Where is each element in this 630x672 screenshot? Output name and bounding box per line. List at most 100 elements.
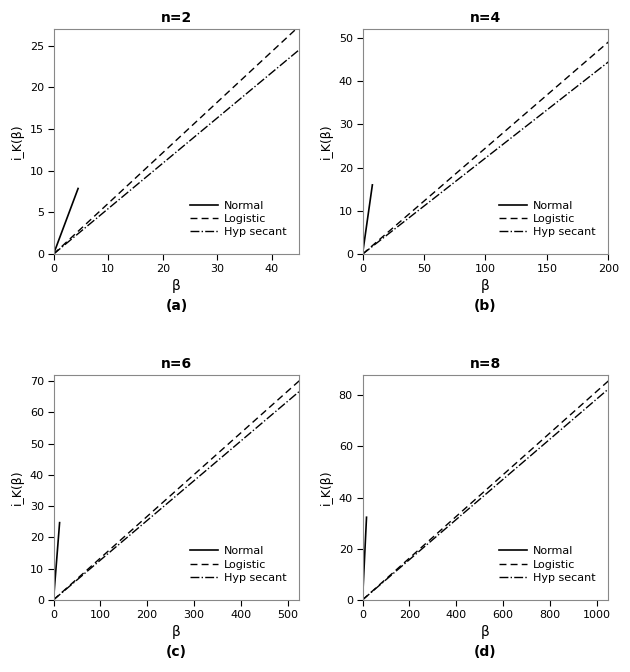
Logistic [183,127,190,135]
Text: (a): (a) [165,299,188,313]
Line: Logistic: Logistic [54,381,299,600]
Normal [363,513,370,521]
Title: n=4: n=4 [470,11,501,25]
Logistic [598,382,606,390]
Logistic [598,43,606,51]
Title: n=8: n=8 [470,357,501,371]
Normal [361,553,369,561]
Hyp secant [290,50,297,58]
Normal [362,520,370,528]
Normal [358,596,366,604]
Normal [50,250,57,258]
Normal [55,235,63,243]
Normal [72,190,80,198]
Normal [53,556,60,564]
Logistic [505,124,513,132]
Hyp secant [605,58,612,66]
Line: Hyp secant: Hyp secant [362,62,609,254]
Line: Hyp secant: Hyp secant [54,391,299,600]
Hyp secant [492,482,500,490]
Normal [364,214,371,222]
Normal [51,578,59,586]
Logistic [290,382,297,390]
Line: Normal: Normal [54,523,60,600]
Hyp secant [477,495,484,503]
Logistic [492,135,500,143]
Normal [360,580,367,588]
Title: n=6: n=6 [161,357,192,371]
Y-axis label: i_K(β): i_K(β) [320,470,333,505]
Logistic [358,596,366,604]
Normal [361,234,369,242]
Hyp secant [168,495,176,503]
Normal [56,519,64,527]
Normal [73,187,81,196]
Hyp secant [476,159,483,167]
Hyp secant [605,385,612,393]
Logistic [358,250,366,258]
Logistic [183,477,190,485]
Hyp secant [358,596,366,604]
Hyp secant [196,472,203,480]
Hyp secant [50,250,57,258]
Logistic [492,477,500,485]
X-axis label: β: β [172,280,181,294]
Legend: Normal, Logistic, Hyp secant: Normal, Logistic, Hyp secant [190,546,287,583]
Text: (c): (c) [166,645,187,659]
Hyp secant [505,136,513,144]
Logistic [196,466,203,474]
Hyp secant [183,483,190,491]
Hyp secant [166,153,174,161]
X-axis label: β: β [481,280,490,294]
Line: Hyp secant: Hyp secant [54,50,299,254]
Normal [54,237,62,245]
Logistic [251,416,259,424]
Line: Normal: Normal [362,185,372,254]
Hyp secant [560,423,568,431]
Hyp secant [295,387,303,395]
Line: Normal: Normal [362,517,367,600]
Hyp secant [476,496,483,504]
Line: Normal: Normal [54,188,78,254]
Normal [360,577,367,585]
Line: Logistic: Logistic [362,381,609,600]
Hyp secant [477,158,484,166]
Normal [51,581,59,589]
Legend: Normal, Logistic, Hyp secant: Normal, Logistic, Hyp secant [500,546,595,583]
Line: Hyp secant: Hyp secant [362,389,609,600]
Text: (b): (b) [474,299,496,313]
Normal [361,546,369,554]
Hyp secant [251,425,259,433]
Logistic [295,377,303,385]
Hyp secant [598,390,606,398]
Logistic [560,76,568,84]
Logistic [168,491,176,499]
Logistic [477,491,484,499]
Hyp secant [168,152,176,160]
Normal [54,550,61,558]
Logistic [251,63,259,71]
Normal [368,186,375,194]
Hyp secant [492,146,500,154]
X-axis label: β: β [481,625,490,639]
Logistic [168,140,176,149]
Title: n=2: n=2 [161,11,192,25]
Logistic [477,148,484,156]
X-axis label: β: β [172,625,181,639]
Normal [55,523,63,531]
Logistic [605,38,612,46]
Logistic [290,28,297,36]
Logistic [605,377,612,385]
Logistic [50,596,57,604]
Hyp secant [196,128,203,136]
Normal [365,209,372,217]
Logistic [166,492,174,500]
Normal [358,250,366,258]
Normal [369,181,376,189]
Hyp secant [505,470,513,478]
Text: (d): (d) [474,645,496,659]
Logistic [196,114,203,122]
Hyp secant [50,596,57,604]
Logistic [295,22,303,30]
Logistic [476,149,483,157]
